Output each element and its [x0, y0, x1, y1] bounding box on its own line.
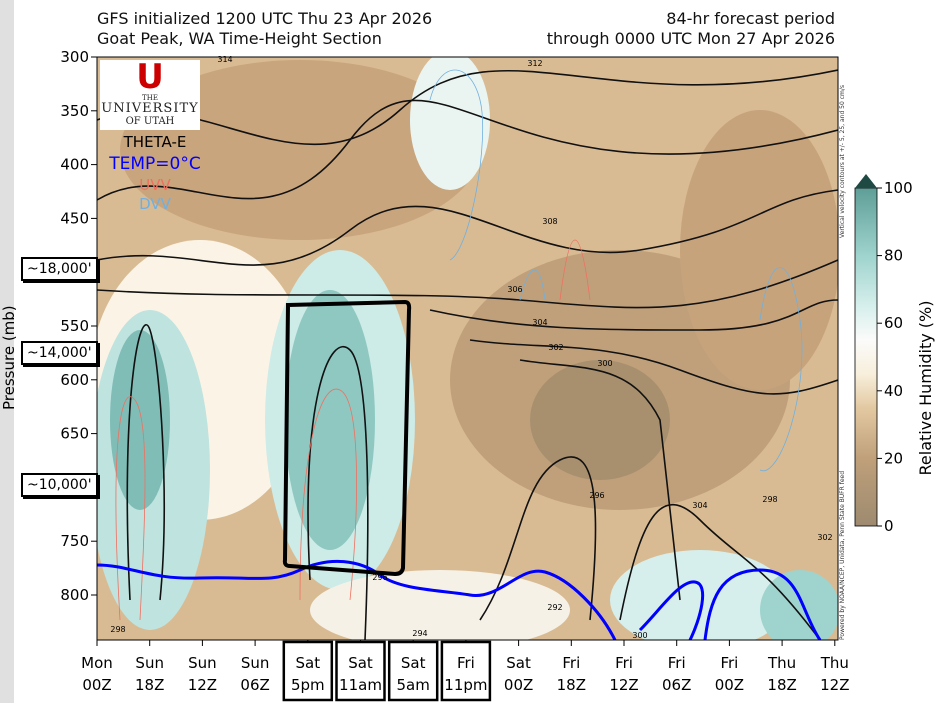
- annotation-14000ft: ~14,000': [21, 341, 98, 365]
- legend-temp0: TEMP=0°C: [109, 154, 201, 174]
- logo-university: UNIVERSITY: [101, 101, 199, 116]
- x-tick-label-time: 06Z: [240, 676, 269, 694]
- theta-e-contour-label: 296: [589, 491, 604, 500]
- highlight-box: [282, 299, 412, 577]
- theta-e-contour-label: 304: [532, 318, 547, 327]
- theta-e-contour-label: 312: [527, 59, 542, 68]
- header-init: GFS initialized 1200 UTC Thu 23 Apr 2026: [97, 9, 433, 28]
- x-tick-label-day: Sun: [188, 654, 217, 672]
- theta-e-contour-label: 294: [412, 629, 427, 638]
- x-tick-label-time: 5pm: [291, 676, 325, 694]
- x-tick-label-day: Thu: [767, 654, 796, 672]
- x-tick-label-day: Sun: [135, 654, 164, 672]
- header-period: 84-hr forecast period: [666, 9, 835, 28]
- x-tick-label-day: Fri: [457, 654, 475, 672]
- colorbar: [854, 187, 878, 527]
- x-tick-label-day: Sat: [401, 654, 426, 672]
- y-tick-label: 300: [60, 48, 89, 66]
- theta-e-contour-label: 298: [762, 495, 777, 504]
- theta-e-contour-label: 308: [542, 217, 557, 226]
- colorbar-tick-label: 40: [884, 382, 903, 400]
- theta-e-contour-label: 306: [507, 285, 522, 294]
- y-tick-label: 400: [60, 156, 89, 174]
- x-tick-label-day: Fri: [615, 654, 633, 672]
- y-tick-label: 800: [60, 586, 89, 604]
- theta-e-contour-label: 298: [110, 625, 125, 634]
- colorbar-tick-label: 60: [884, 314, 903, 332]
- x-tick-label-time: 18Z: [557, 676, 586, 694]
- x-tick-label-time: 00Z: [715, 676, 744, 694]
- colorbar-tick-label: 100: [884, 179, 913, 197]
- legend-dvv: DVV: [139, 195, 171, 213]
- colorbar-tick-label: 80: [884, 247, 903, 265]
- x-tick-label-time: 11am: [339, 676, 382, 694]
- y-tick-label: 650: [60, 425, 89, 443]
- y-tick-label: 600: [60, 371, 89, 389]
- legend-theta-e: THETA-E: [123, 133, 187, 151]
- annotation-18000ft: ~18,000': [21, 257, 98, 281]
- window-edge: [0, 0, 14, 703]
- y-axis-label: Pressure (mb): [0, 305, 18, 410]
- uvv-contours: [115, 239, 591, 621]
- x-tick-label-time: 12Z: [188, 676, 217, 694]
- x-tick-label-time: 00Z: [82, 676, 111, 694]
- x-tick-label-time: 18Z: [135, 676, 164, 694]
- x-tick-label-day: Fri: [668, 654, 686, 672]
- legend-uvv: UVV: [139, 176, 171, 194]
- theta-e-contour-label: 300: [597, 359, 612, 368]
- x-label-box: [282, 640, 334, 702]
- y-tick-label: 750: [60, 532, 89, 550]
- colorbar-tick-label: 0: [884, 517, 894, 535]
- header-location: Goat Peak, WA Time-Height Section: [97, 29, 382, 48]
- logo-of-utah: OF UTAH: [125, 116, 175, 127]
- x-label-box: [440, 640, 492, 702]
- x-tick-label-time: 11pm: [444, 676, 487, 694]
- x-label-box: [387, 640, 439, 702]
- theta-e-contour-label: 302: [817, 533, 832, 542]
- y-tick-label: 550: [60, 317, 89, 335]
- colorbar-label: Relative Humidity (%): [916, 300, 935, 476]
- x-tick-label-time: 18Z: [767, 676, 796, 694]
- x-tick-label-time: 00Z: [504, 676, 533, 694]
- annotation-10000ft: ~10,000': [21, 473, 98, 497]
- x-tick-label-time: 12Z: [820, 676, 849, 694]
- theta-e-contour-label: 304: [692, 501, 707, 510]
- y-tick-label: 350: [60, 102, 89, 120]
- x-tick-label-day: Sat: [295, 654, 320, 672]
- x-tick-label-day: Sat: [348, 654, 373, 672]
- freezing-level-line: [97, 559, 822, 640]
- header-through: through 0000 UTC Mon 27 Apr 2026: [546, 29, 835, 48]
- x-tick-label-time: 12Z: [609, 676, 638, 694]
- logo-the: THE: [142, 94, 158, 102]
- x-tick-label-day: Thu: [820, 654, 849, 672]
- vertical-velocity-note: Vertical velocity contours at +/- 5, 25,…: [839, 85, 846, 238]
- theta-e-contour-label: 302: [548, 343, 563, 352]
- x-tick-label-day: Fri: [720, 654, 738, 672]
- credits-note: Powered by NOAA/NCEP, Unidata, Penn Stat…: [839, 470, 846, 640]
- x-tick-label-day: Mon: [81, 654, 113, 672]
- x-tick-label-time: 5am: [397, 676, 430, 694]
- theta-e-contour-label: 292: [547, 603, 562, 612]
- dvv-contours: [429, 69, 803, 472]
- theta-e-contour-label: 300: [632, 631, 647, 640]
- theta-e-contour-label: 296: [372, 573, 387, 582]
- university-of-utah-logo: U THE UNIVERSITY OF UTAH: [100, 60, 200, 130]
- colorbar-extend-arrow: [855, 174, 877, 188]
- y-tick-label: 450: [60, 209, 89, 227]
- rh-field: [97, 57, 838, 640]
- x-tick-label-day: Sat: [506, 654, 531, 672]
- x-tick-label-day: Sun: [241, 654, 270, 672]
- theta-e-contour-label: 314: [217, 55, 232, 64]
- x-tick-label-time: 06Z: [662, 676, 691, 694]
- colorbar-tick-label: 20: [884, 449, 903, 467]
- x-label-box: [335, 640, 386, 702]
- x-tick-label-day: Fri: [562, 654, 580, 672]
